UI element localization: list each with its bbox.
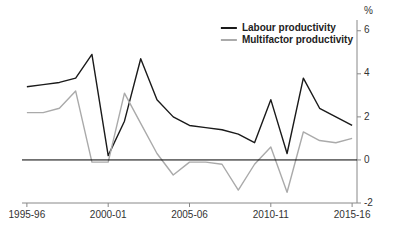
legend-label: Multifactor productivity bbox=[242, 34, 354, 45]
line-series bbox=[27, 91, 352, 192]
x-tick bbox=[352, 203, 353, 207]
x-tick bbox=[270, 203, 271, 207]
y-tick bbox=[357, 116, 361, 117]
x-tick-label: 2000-01 bbox=[90, 209, 127, 220]
x-tick-label: 2010-11 bbox=[253, 209, 289, 220]
y-tick bbox=[357, 203, 361, 204]
x-tick bbox=[108, 203, 109, 207]
legend: Labour productivityMultifactor productiv… bbox=[221, 22, 354, 45]
chart: -2 0 2 4 6% 1995-96 2000-01 2005-06 2010-11 2015-… bbox=[0, 0, 397, 227]
x-tick-label: 2005-06 bbox=[171, 209, 208, 220]
y-tick bbox=[357, 30, 361, 31]
reference-line bbox=[22, 159, 357, 160]
x-tick bbox=[189, 203, 190, 207]
y-axis-label: % bbox=[364, 5, 373, 16]
x-tick bbox=[26, 203, 27, 207]
y-tick bbox=[357, 159, 361, 160]
legend-swatch bbox=[221, 27, 237, 29]
x-tick-label: 2015-16 bbox=[334, 209, 371, 220]
axes: -2 0 2 4 6% 1995-96 2000-01 2005-06 2010-11 2015-… bbox=[9, 5, 374, 220]
y-axis-line bbox=[357, 20, 358, 203]
y-tick-label: 2 bbox=[364, 111, 370, 122]
plot-area bbox=[22, 54, 357, 192]
line-series bbox=[27, 54, 352, 155]
legend-label: Labour productivity bbox=[242, 22, 336, 33]
y-tick-label: 0 bbox=[364, 154, 370, 165]
legend-swatch bbox=[221, 39, 237, 41]
y-tick-label: 6 bbox=[364, 24, 370, 35]
y-tick-label: -2 bbox=[364, 197, 373, 208]
y-tick-label: 4 bbox=[364, 67, 370, 78]
y-tick bbox=[357, 73, 361, 74]
x-tick-label: 1995-96 bbox=[9, 209, 46, 220]
